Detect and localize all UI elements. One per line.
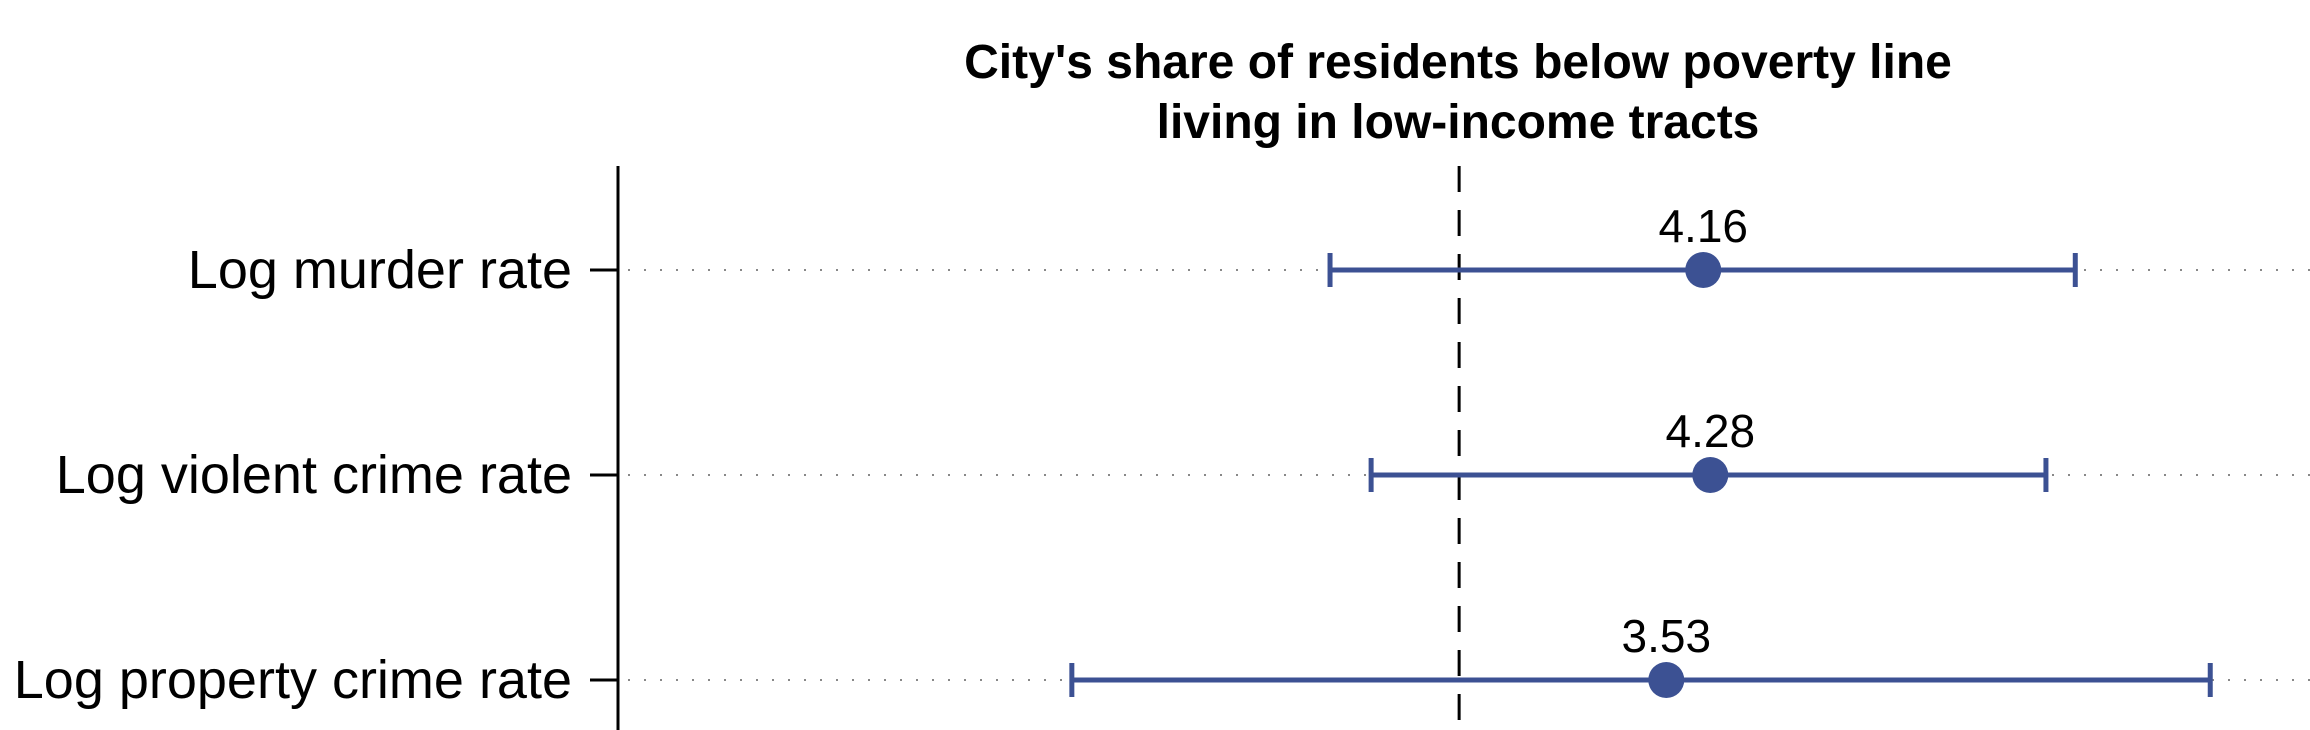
point-estimate: [1692, 457, 1729, 493]
point-estimate: [1685, 252, 1722, 288]
chart-title-line-2: living in low-income tracts: [1157, 96, 1760, 149]
category-label: Log violent crime rate: [56, 445, 572, 505]
chart-title-line-1: City's share of residents below poverty …: [964, 36, 1952, 89]
point-estimate: [1648, 662, 1685, 698]
estimates: 4.16 4.28 3.53: [1069, 200, 2213, 698]
y-axis: Log murder rate Log violent crime rate Log…: [14, 166, 620, 730]
chart-title: City's share of residents below poverty …: [964, 36, 1952, 149]
category-label: Log property crime rate: [14, 650, 572, 710]
category-label: Log murder rate: [188, 240, 572, 300]
data-label: 4.28: [1666, 405, 1756, 457]
data-label: 3.53: [1622, 610, 1712, 662]
data-label: 4.16: [1658, 200, 1748, 252]
